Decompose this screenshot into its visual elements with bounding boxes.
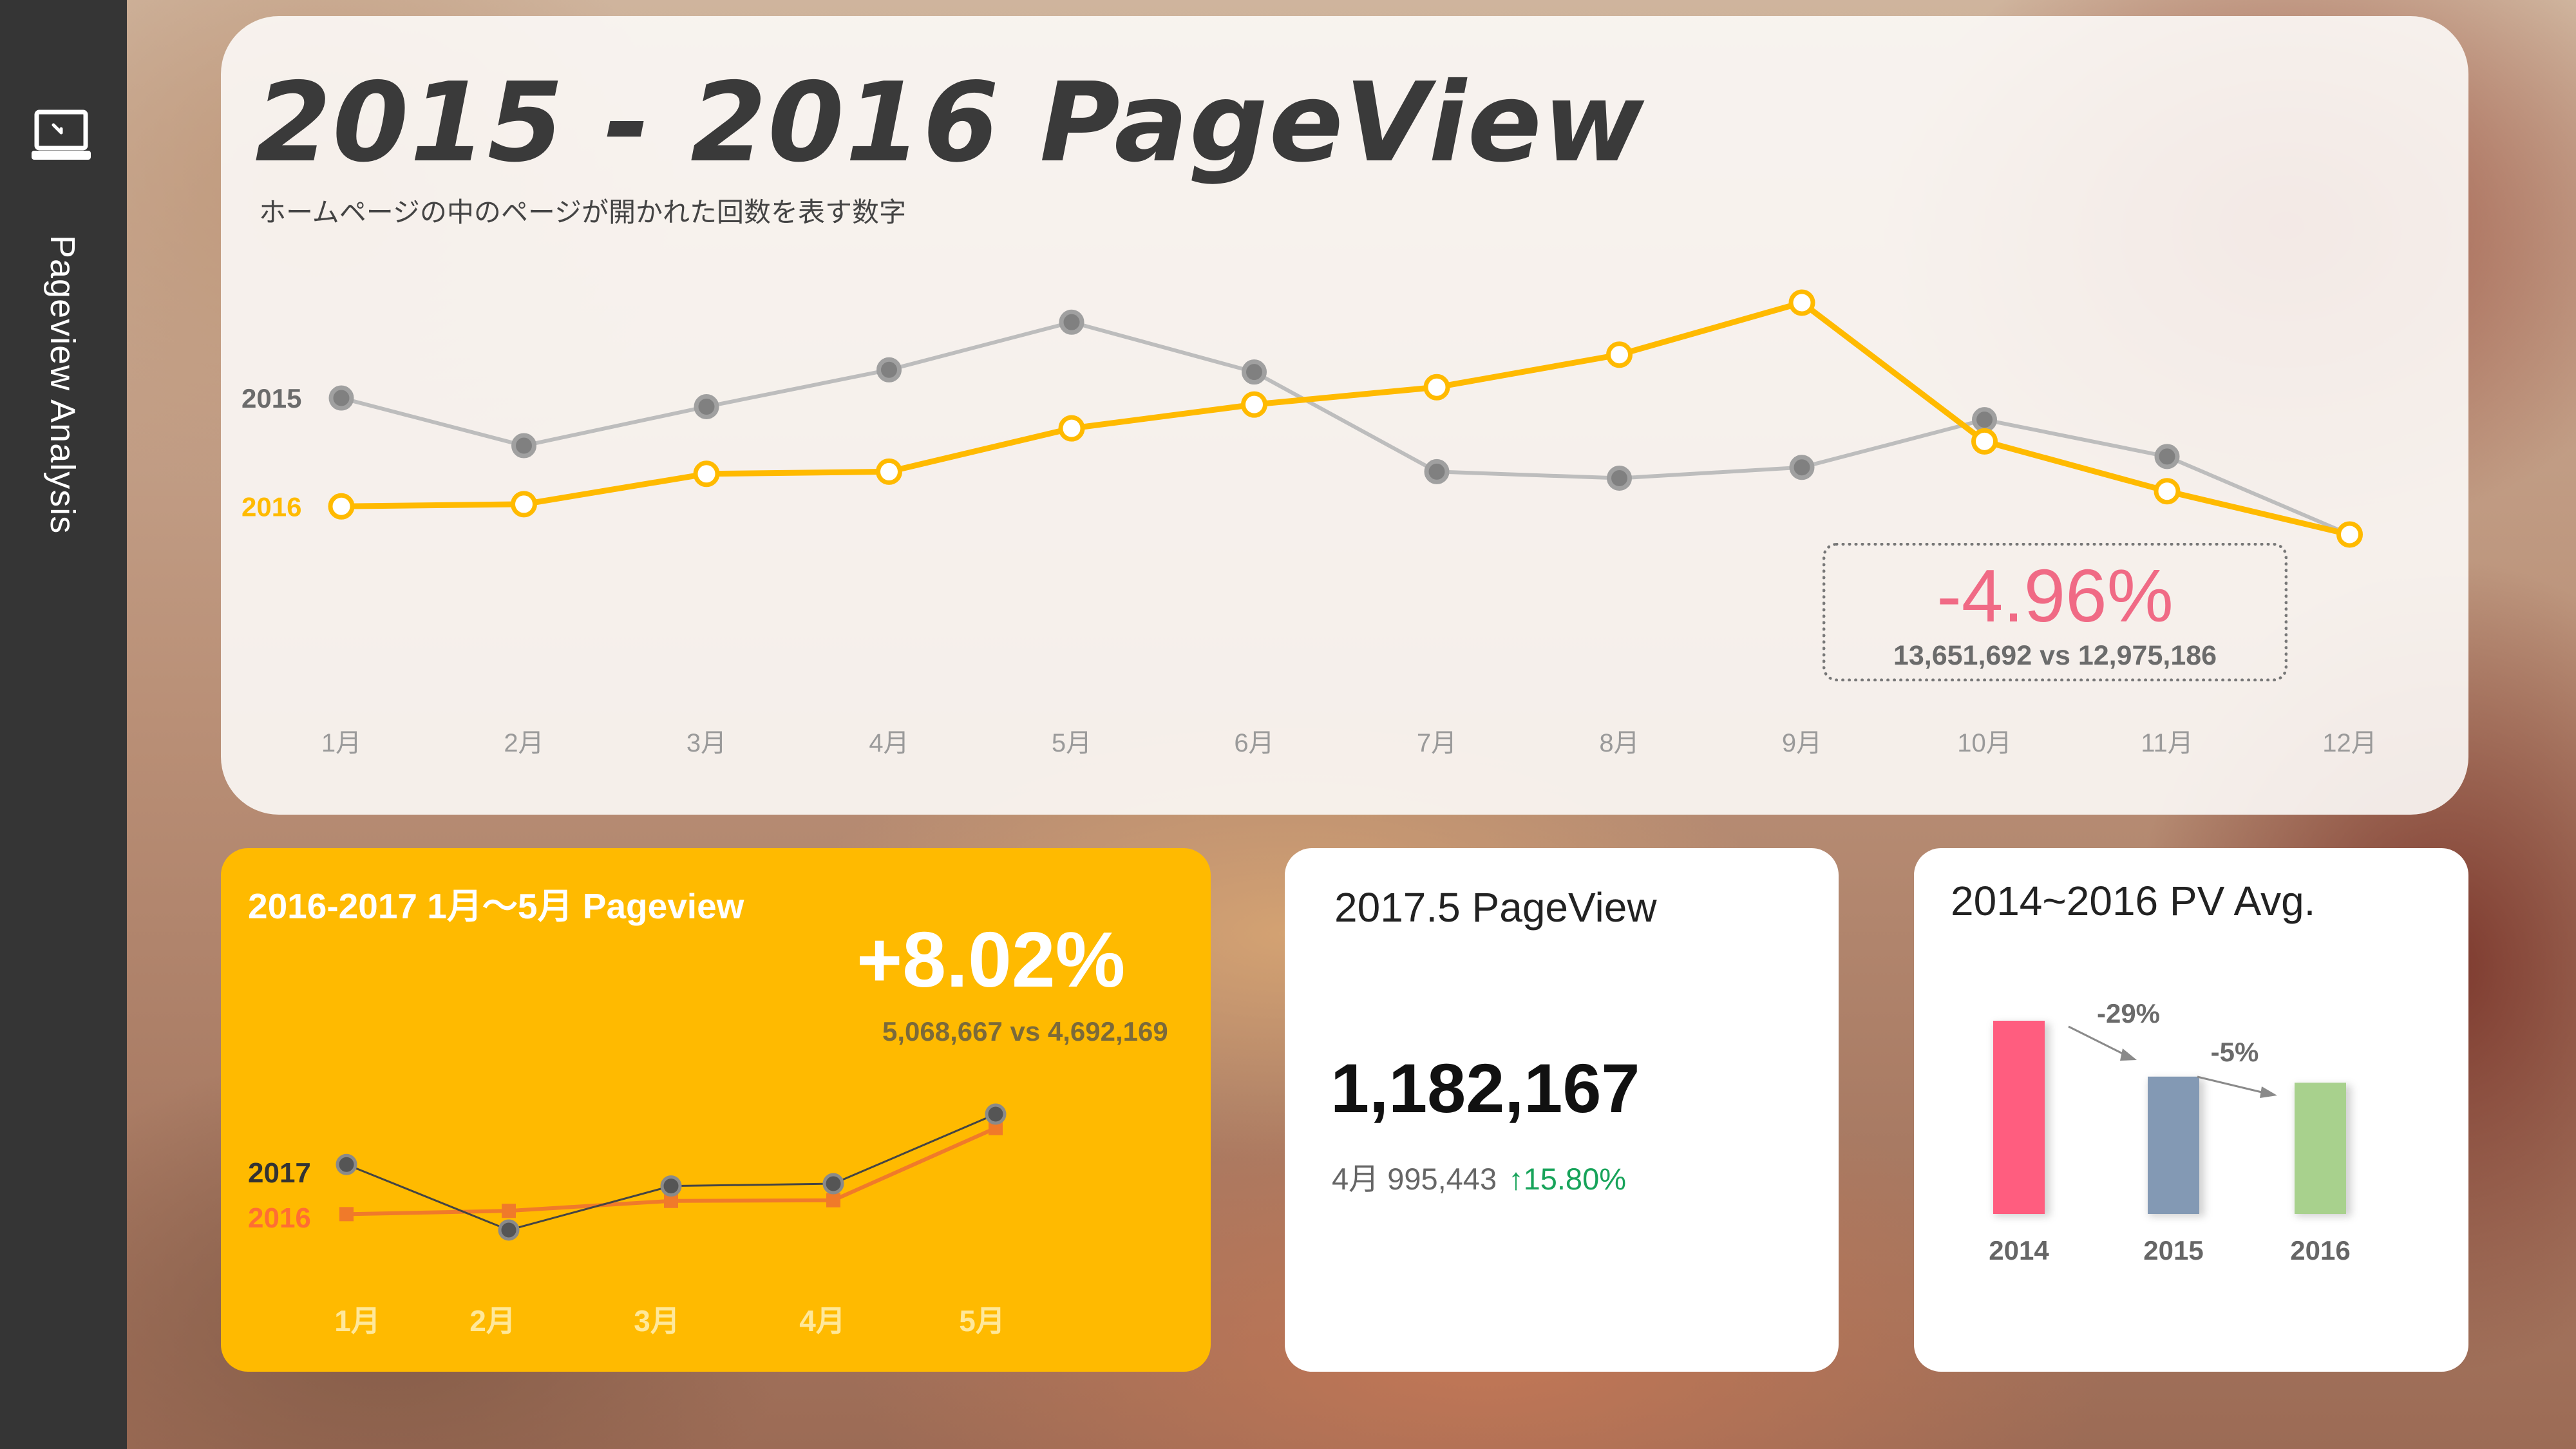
x-tick-label: 9月	[1782, 729, 1822, 757]
x-tick-label: 1月	[321, 729, 361, 757]
series-2015-point	[328, 385, 354, 411]
yoy-change-percent: -4.96%	[1937, 554, 2174, 638]
ytd-x-tick-label: 3月	[634, 1304, 680, 1338]
ytd-change-comparison: 5,068,667 vs 4,692,169	[882, 1016, 1168, 1046]
x-tick-label: 8月	[1599, 729, 1639, 757]
series-2015-point	[1424, 459, 1450, 484]
series-2015-point	[1789, 455, 1815, 480]
bar-category-label: 2016	[2290, 1235, 2350, 1265]
bar-2014	[1993, 1021, 2045, 1214]
ytd-series-2016-point	[989, 1121, 1003, 1135]
x-tick-label: 2月	[504, 729, 544, 757]
series-2016-point	[1788, 289, 1815, 316]
ytd-series-2017-point	[660, 1175, 682, 1197]
previous-month-value: 4月 995,443	[1332, 1162, 1497, 1196]
sidebar: Pageview Analysis	[0, 0, 127, 1449]
series-2015-point	[511, 433, 536, 459]
ytd-series-2017-point	[498, 1219, 520, 1241]
bar-category-label: 2014	[1989, 1235, 2049, 1265]
series-2015-line	[341, 320, 2351, 536]
series-2016-point	[2336, 521, 2363, 548]
series-2015-point	[1607, 466, 1632, 491]
ytd-series-2016-point	[664, 1193, 678, 1208]
change-annotation: -5%	[2211, 1037, 2259, 1067]
series-2016-point	[1606, 341, 1633, 368]
series-2015-label: 2015	[242, 383, 301, 413]
change-annotation: -29%	[2097, 998, 2160, 1028]
x-tick-label: 12月	[2322, 729, 2377, 757]
ytd-x-tick-label: 4月	[799, 1304, 846, 1338]
monthly-pageview-value: 1,182,167	[1331, 1049, 1640, 1127]
series-2016-point	[693, 460, 720, 488]
previous-month-row: 4月 995,443 ↑15.80%	[1332, 1154, 1626, 1198]
ytd-change-percent: +8.02%	[857, 916, 1126, 1003]
main-chart-panel	[221, 16, 2468, 815]
ytd-series-2016-point	[826, 1193, 840, 1208]
x-tick-label: 3月	[687, 729, 726, 757]
change-arrow-line	[2197, 1075, 2262, 1094]
x-tick-label: 7月	[1417, 729, 1457, 757]
ytd-x-tick-label: 2月	[469, 1304, 516, 1338]
ytd-series-2016-label: 2016	[248, 1202, 311, 1234]
x-tick-label: 6月	[1234, 729, 1274, 757]
change-arrow-line	[2068, 1025, 2126, 1056]
yoy-change-box: -4.96% 13,651,692 vs 12,975,186	[1823, 543, 2287, 681]
monthly-card-title: 2017.5 PageView	[1334, 884, 1657, 931]
series-2015-point	[694, 393, 719, 419]
ytd-series-2017-point	[336, 1153, 357, 1175]
bar-2015	[2148, 1076, 2199, 1214]
series-2016-line	[341, 299, 2351, 538]
ytd-series-2017-point	[985, 1103, 1007, 1125]
bar-category-label: 2015	[2143, 1235, 2203, 1265]
series-2015-point	[1242, 359, 1267, 385]
series-2016-point	[2154, 478, 2181, 505]
change-arrow-head	[2120, 1048, 2137, 1061]
series-2016-label: 2016	[242, 491, 301, 522]
x-tick-label: 5月	[1052, 729, 1092, 757]
ytd-card-title: 2016-2017 1月～5月 Pageview	[248, 886, 744, 926]
month-change-percent: ↑15.80%	[1508, 1162, 1626, 1196]
ytd-series-2017-label: 2017	[248, 1157, 311, 1189]
monthly-pageview-card	[1285, 848, 1839, 1372]
ytd-x-tick-label: 5月	[959, 1304, 1005, 1338]
change-arrow-head	[2260, 1086, 2277, 1098]
x-tick-label: 11月	[2141, 729, 2193, 757]
series-2016-point	[511, 491, 537, 518]
x-tick-label: 10月	[1957, 729, 2012, 757]
page-subtitle: ホームページの中のページが開かれた回数を表す数字	[259, 197, 907, 227]
series-2016-point	[1241, 391, 1267, 418]
series-2016-point	[1423, 374, 1450, 401]
average-card-title: 2014~2016 PV Avg.	[1951, 878, 2316, 924]
series-2016-point	[328, 493, 355, 520]
ytd-pageview-card	[221, 848, 1211, 1372]
page-title: 2015 - 2016 PageView	[255, 59, 1646, 187]
bar-2016	[2295, 1083, 2346, 1214]
series-2016-point	[1058, 415, 1085, 442]
laptop-chart-icon[interactable]	[32, 109, 91, 162]
x-tick-label: 4月	[869, 729, 909, 757]
series-2015-point	[1059, 309, 1084, 335]
ytd-series-2016-point	[502, 1204, 516, 1218]
ytd-series-2016-point	[339, 1207, 354, 1222]
ytd-x-tick-label: 1月	[334, 1304, 381, 1338]
series-2016-point	[876, 458, 902, 485]
series-2015-point	[2154, 444, 2180, 469]
ytd-series-2017-point	[822, 1173, 844, 1195]
series-2016-point	[1971, 428, 1998, 455]
yoy-change-comparison: 13,651,692 vs 12,975,186	[1893, 640, 2217, 671]
series-2015-point	[876, 357, 902, 383]
